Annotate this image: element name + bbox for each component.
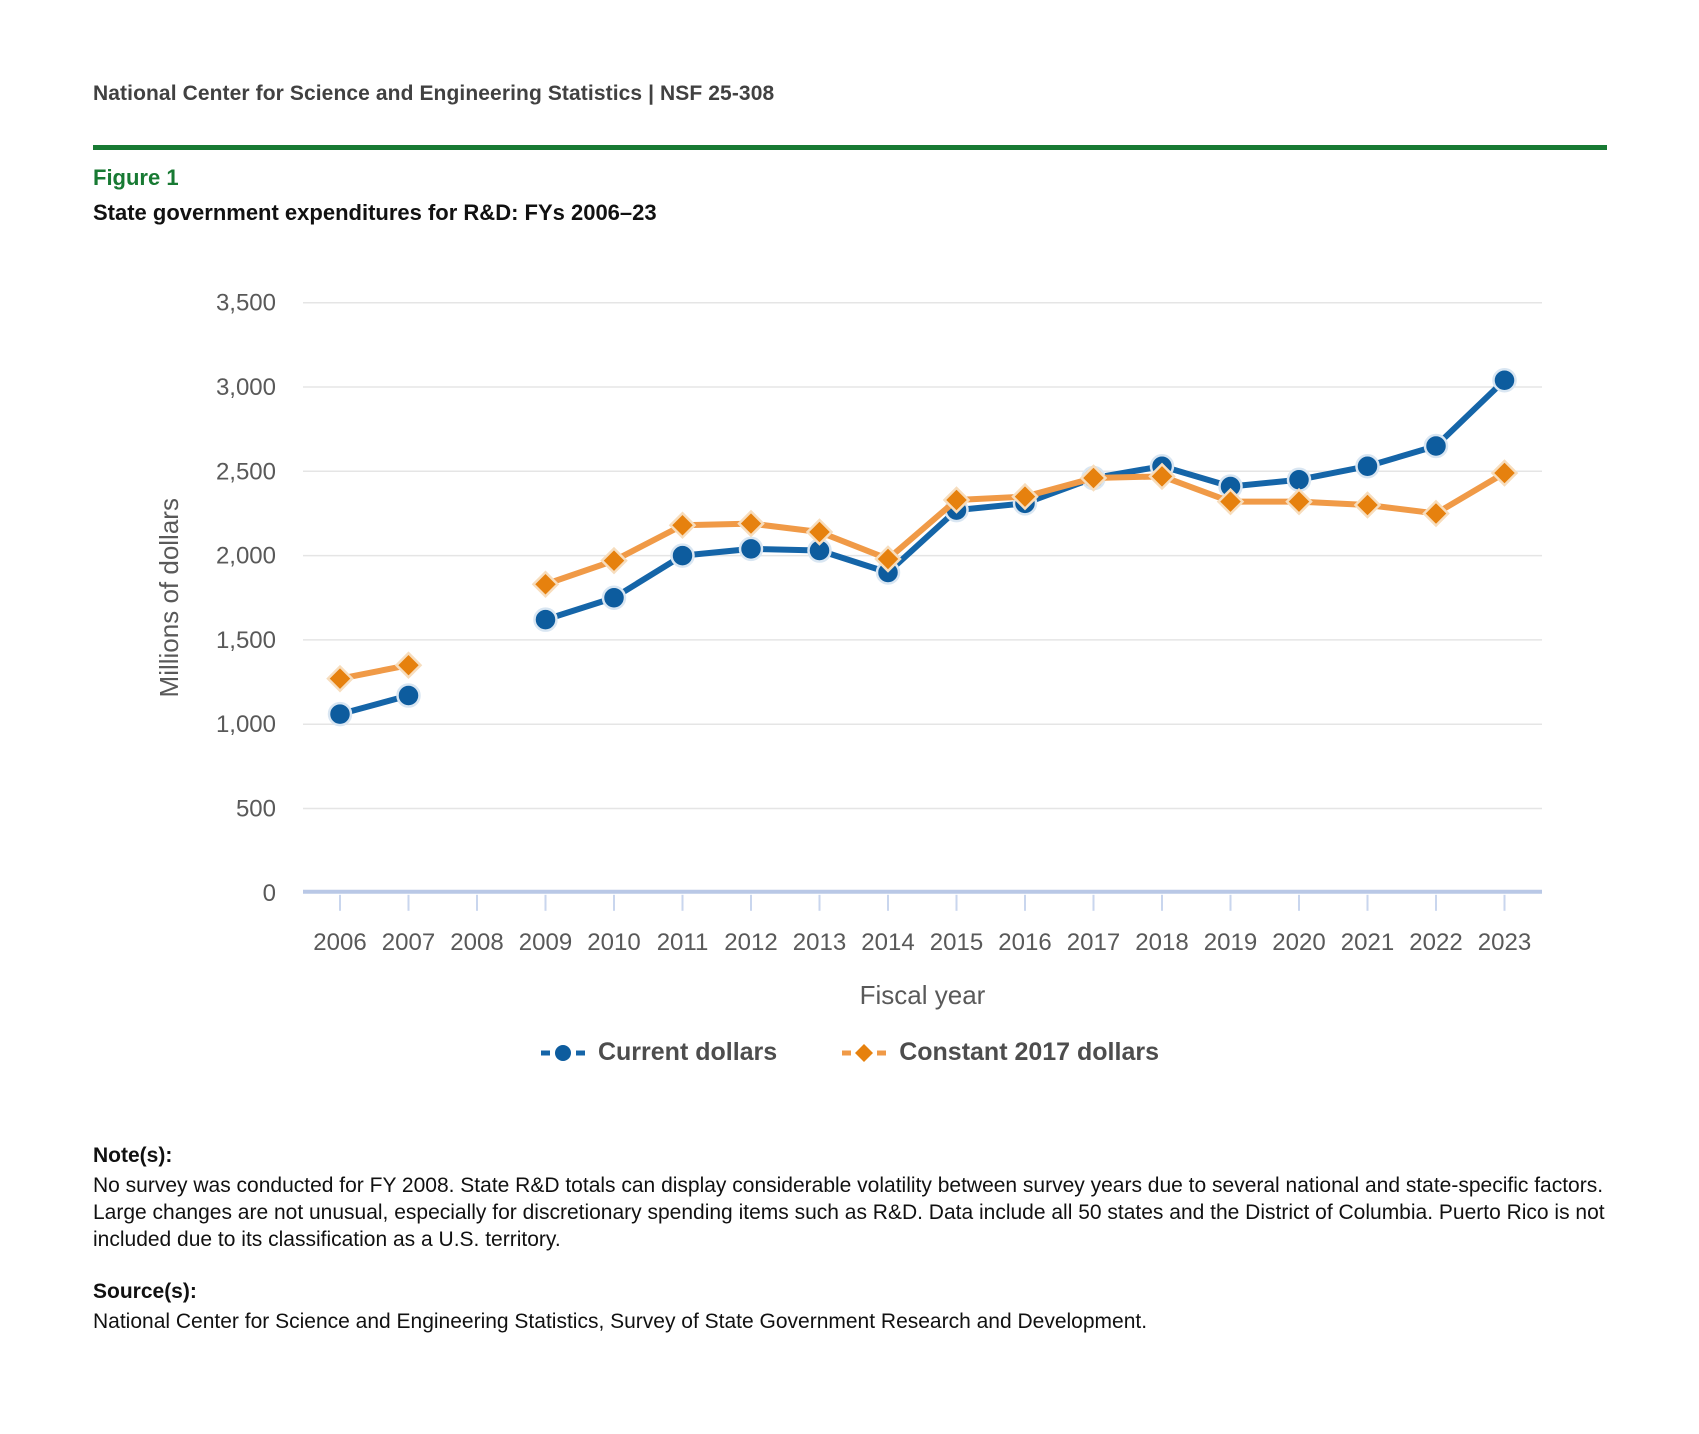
x-tick-label: 2007 [382, 929, 435, 956]
x-tick-label: 2013 [793, 929, 846, 956]
constant-2017-dollars-point[interactable] [1353, 491, 1382, 519]
x-tick-label: 2018 [1135, 929, 1188, 956]
x-tick-label: 2017 [1067, 929, 1120, 956]
notes-heading: Note(s): [93, 1144, 173, 1167]
y-tick-label: 500 [236, 796, 276, 823]
x-tick-label: 2016 [998, 929, 1051, 956]
constant-2017-dollars-point[interactable] [668, 511, 697, 540]
header-divider [93, 145, 1607, 150]
constant-2017-dollars-point[interactable] [1011, 482, 1039, 511]
y-tick-label: 1,000 [216, 711, 276, 738]
x-tick-label: 2009 [519, 929, 572, 956]
current-dollars-point[interactable] [396, 683, 421, 708]
source-body: National Center for Science and Engineer… [93, 1310, 1148, 1333]
constant-2017-dollars-point[interactable] [1216, 487, 1245, 516]
current-dollars-point[interactable] [670, 543, 695, 568]
current-dollars-legend-marker-icon [540, 1044, 585, 1061]
legend-item-current-dollars[interactable]: Current dollars [540, 1038, 777, 1067]
x-tick-label: 2020 [1272, 929, 1325, 956]
constant-2017-dollars-point[interactable] [394, 651, 423, 679]
x-axis-title: Fiscal year [860, 980, 986, 1010]
current-dollars-point[interactable] [1492, 368, 1517, 393]
current-dollars-point[interactable] [1286, 467, 1312, 492]
current-dollars-point[interactable] [1423, 433, 1449, 459]
constant-2017-dollars-point[interactable] [805, 518, 834, 546]
constant-2017-dollars-point[interactable] [737, 509, 765, 538]
legend-label-current-dollars: Current dollars [597, 1038, 778, 1066]
figure-title: State government expenditures for R&D: F… [93, 200, 657, 225]
current-dollars-point[interactable] [327, 701, 353, 727]
legend-label-constant-2017-dollars: Constant 2017 dollars [899, 1038, 1159, 1066]
figure-number-label: Figure 1 [93, 165, 179, 190]
source-block: Source(s): National Center for Science a… [93, 1278, 1609, 1335]
constant-2017-dollars-point[interactable] [942, 486, 971, 514]
notes-block: Note(s): No survey was conducted for FY … [93, 1142, 1609, 1253]
x-tick-label: 2006 [313, 929, 366, 956]
chart-legend: Current dollars Constant 2017 dollars [0, 1038, 1699, 1067]
y-tick-label: 3,000 [216, 374, 276, 401]
constant-2017-dollars-point[interactable] [1079, 464, 1108, 492]
constant-2017-dollars-point[interactable] [874, 545, 902, 573]
current-dollars-point[interactable] [601, 585, 627, 610]
legend-item-constant-2017-dollars[interactable]: Constant 2017 dollars [841, 1038, 1159, 1067]
current-dollars-point[interactable] [533, 607, 558, 632]
current-dollars-point[interactable] [1355, 453, 1380, 479]
current-dollars-point[interactable] [738, 536, 764, 562]
x-tick-label: 2008 [450, 929, 503, 956]
constant-2017-dollars-point[interactable] [600, 546, 628, 575]
x-tick-label: 2023 [1478, 929, 1531, 956]
constant-2017-dollars-point[interactable] [1422, 499, 1450, 528]
constant-2017-dollars-point[interactable] [1490, 459, 1519, 487]
x-tick-label: 2012 [724, 929, 777, 956]
constant-2017-dollars-point[interactable] [531, 570, 560, 599]
constant-2017-dollars-point[interactable] [326, 664, 354, 693]
y-axis-title: Millions of dollars [154, 498, 184, 697]
rd-expenditures-line-chart: 0 500 1,000 1,500 2,000 2,500 3,000 3,500 2006 20… [154, 290, 1542, 1010]
x-tick-label: 2014 [861, 929, 914, 956]
constant-dollars-legend-marker-icon [842, 1043, 887, 1062]
x-tick-label: 2015 [930, 929, 983, 956]
x-tick-label: 2022 [1409, 929, 1462, 956]
y-tick-label: 0 [263, 880, 276, 907]
notes-body: No survey was conducted for FY 2008. Sta… [93, 1174, 1605, 1251]
y-tick-label: 1,500 [216, 627, 276, 654]
constant-2017-dollars-point[interactable] [1148, 462, 1176, 491]
y-tick-label: 3,500 [216, 290, 276, 317]
x-tick-label: 2021 [1341, 929, 1394, 956]
report-header: National Center for Science and Engineer… [93, 82, 775, 105]
y-tick-label: 2,000 [216, 543, 276, 570]
y-tick-label: 2,500 [216, 458, 276, 485]
x-tick-label: 2010 [587, 929, 640, 956]
constant-2017-dollars-point[interactable] [1285, 487, 1313, 516]
x-tick-label: 2011 [657, 929, 709, 956]
x-tick-label: 2019 [1204, 929, 1257, 956]
source-heading: Source(s): [93, 1280, 197, 1303]
